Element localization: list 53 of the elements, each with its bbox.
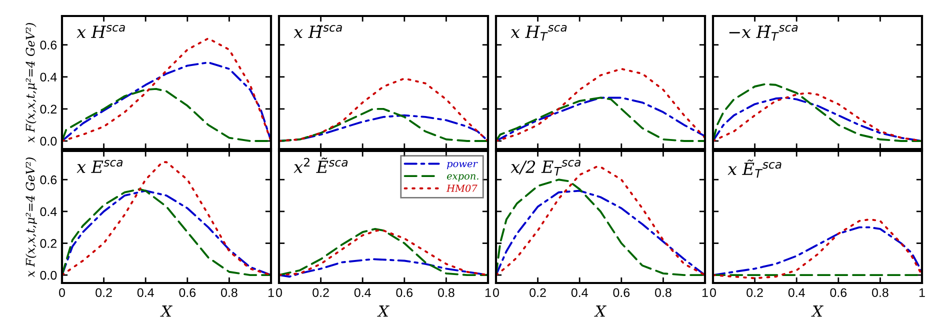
x-tick-label: 0.2 (312, 288, 329, 298)
text: x H$_{T}$$^{sca}$ (510, 24, 567, 41)
text: x Ẽ$_{T}$$^{sca}$ (728, 160, 782, 178)
x-axis-title: X (811, 306, 824, 317)
x-tick-label: 1 (268, 288, 274, 297)
text: x/2 E$_{T}$$^{sca}$ (510, 160, 580, 176)
chart-title: x$^{2}$ Ẽ$^{sca}$ (294, 158, 348, 173)
x-axis-title: X (594, 306, 606, 317)
x-tick-label: 0.2 (96, 288, 112, 298)
line-series (62, 61, 271, 142)
y-tick-label: 0.4 (40, 207, 57, 216)
y-tick-label: 0.2 (40, 239, 57, 248)
x-tick-label: 1 (485, 288, 491, 297)
line-series (62, 88, 271, 142)
y-tick-label: 0.4 (40, 72, 57, 82)
x-tick-label: 0 (276, 288, 282, 298)
x-tick-label: 0.4 (354, 288, 371, 298)
legend-label: expon. (447, 174, 478, 182)
line-series (62, 37, 271, 142)
text: −x H̃$_{T}$$^{sca}$ (729, 24, 798, 41)
y-axis-title: x F(x,x,t,μ²=4 GeV²) (26, 158, 37, 278)
x-tick-label: 0.6 (613, 288, 630, 298)
x-tick-label: 0.4 (571, 288, 588, 298)
y-axis-title: x F(x,x,t,μ²=4 GeV²) (26, 23, 37, 143)
x-tick-label: 0.4 (788, 288, 805, 298)
x-tick-label: 0.6 (179, 288, 196, 298)
x-tick-label: 0.6 (830, 288, 847, 298)
x-tick-label: 0.6 (396, 288, 413, 298)
x-axis-title: X (377, 306, 390, 317)
x-tick-label: 0.2 (746, 288, 763, 298)
legend-label: power (447, 162, 478, 170)
y-tick-label: 0.6 (40, 40, 57, 50)
x-tick-label: 0.2 (530, 288, 546, 298)
x-tick-label: 0.8 (438, 288, 454, 298)
chart-title: x E$^{sca}$ (76, 160, 123, 173)
x-tick-label: 0.4 (137, 288, 154, 298)
x-tick-label: 0 (493, 288, 499, 298)
y-tick-label: 0.6 (40, 175, 57, 184)
x-tick-label: 0.8 (872, 288, 888, 298)
line-series (62, 161, 271, 276)
x-tick-label: 0.8 (221, 288, 238, 298)
y-tick-label: 0.0 (40, 136, 57, 146)
chart-title: x H$^{sca}$ (76, 24, 125, 38)
x-tick-label: 0.8 (655, 288, 672, 298)
x-tick-label: 0 (59, 288, 65, 298)
y-tick-label: 0.0 (40, 270, 57, 280)
x-tick-label: 0 (710, 288, 716, 298)
x-tick-label: 1 (702, 288, 708, 297)
x-axis-title: X (160, 306, 172, 317)
y-tick-label: 0.2 (40, 104, 57, 114)
chart-title: x H̃$^{sca}$ (294, 24, 342, 38)
legend-label: HM07 (446, 184, 478, 192)
x-tick-label: 1 (919, 288, 925, 297)
